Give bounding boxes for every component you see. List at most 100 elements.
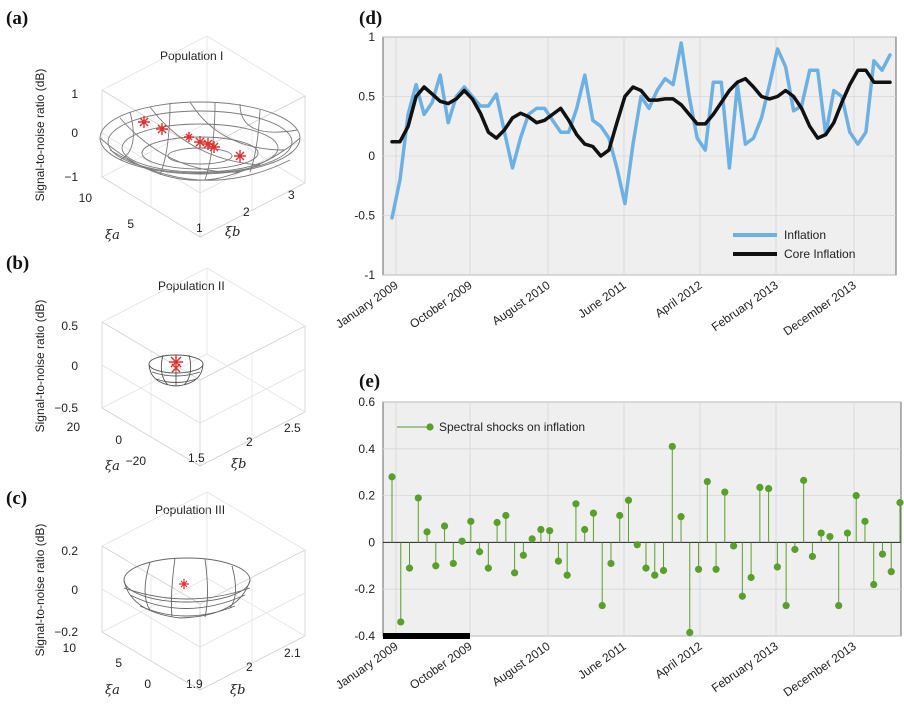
panel-b-mesh [148, 354, 204, 387]
shock-marker [782, 601, 790, 610]
panel-c-zlabel: Signal-to-noise ratio (dB) [33, 524, 47, 657]
shock-marker [642, 564, 650, 572]
shock-marker [729, 542, 738, 550]
panel-b-ytick: 1.5 [188, 451, 205, 465]
panel-c-ztick: 0 [71, 583, 78, 597]
shock-marker [511, 569, 519, 577]
legend-label-inflation: Inflation [784, 228, 826, 242]
panel-b-points [169, 355, 183, 373]
panel-e-legend: Spectral shocks on inflation [397, 420, 585, 434]
shock-marker [747, 573, 755, 582]
panel-e-plot-area [382, 401, 902, 637]
panel-d-xticks: January 2009 October 2009 August 2010 June … [333, 278, 859, 339]
shock-marker [607, 559, 615, 568]
panel-c-xlabel: ξa [105, 683, 120, 698]
panel-a-xlabel: ξa [105, 228, 120, 243]
panel-e-ytick-label: -0.2 [354, 582, 375, 596]
panel-a-ytick: 2 [243, 205, 250, 219]
panel-d-xtick-label: December 2013 [781, 278, 859, 339]
shock-marker [598, 601, 606, 610]
panel-c-3d-box [101, 491, 306, 691]
panel-d-letter: (d) [359, 8, 382, 29]
panel-e-xtick-label: December 2013 [781, 639, 859, 700]
panel-d-xtick-label: February 2013 [709, 278, 781, 334]
shock-marker [677, 513, 685, 521]
shock-marker [896, 499, 904, 507]
panel-e-xtick-label: January 2009 [333, 639, 401, 692]
panel-e-xtick-label: February 2013 [709, 639, 781, 695]
panel-a-title: Population I [160, 49, 223, 63]
panel-e-xtick-label: August 2010 [489, 639, 552, 689]
panel-b-ytick: 2.5 [284, 421, 301, 435]
panel-e-ytick-label: 0 [368, 535, 375, 549]
panel-a: (a) Population I [6, 8, 306, 243]
panel-a-ytick: 1 [196, 221, 203, 235]
panel-a-xtick: 10 [79, 191, 93, 205]
shock-marker [563, 571, 571, 579]
panel-a-xtick: 5 [127, 217, 134, 231]
shock-marker [826, 532, 834, 541]
panel-b-ztick: 0.5 [61, 319, 78, 333]
panel-a-3d-box [101, 35, 306, 238]
shock-marker [861, 517, 869, 525]
shock-marker [397, 618, 405, 626]
panel-e-xtick-label: October 2009 [407, 639, 475, 692]
panel-e-xticks: January 2009 October 2009 August 2010 June … [333, 639, 859, 700]
shock-marker [502, 511, 510, 520]
panel-c-xtick: 5 [115, 656, 122, 670]
shock-marker [756, 483, 764, 492]
shock-marker [414, 494, 422, 502]
panel-d-xtick-label: April 2012 [652, 278, 705, 321]
panel-d-ytick-label: 0.5 [358, 90, 375, 104]
panel-a-zlabel: Signal-to-noise ratio (dB) [33, 69, 47, 202]
shock-marker [765, 484, 773, 493]
shock-marker [852, 492, 860, 500]
panel-b: (b) Population II 0.5 [6, 253, 306, 474]
shock-marker [440, 522, 449, 530]
shock-marker [712, 565, 720, 573]
shock-marker [467, 517, 475, 525]
panel-b-letter: (b) [6, 253, 29, 274]
panel-d-ytick-label: 1 [368, 30, 375, 44]
shock-marker [843, 529, 852, 537]
panel-e-letter: (e) [359, 371, 380, 392]
panel-d-yticks: 1 0.5 0 -0.5 -1 [354, 30, 375, 282]
legend-label-shocks: Spectral shocks on inflation [439, 420, 585, 434]
panel-b-xlabel: ξa [105, 459, 120, 474]
panel-b-ytick: 2 [246, 435, 253, 449]
legend-marker-shocks [426, 423, 434, 431]
panel-b-xtick: −20 [126, 454, 147, 468]
shock-marker [694, 565, 703, 573]
shock-marker [475, 548, 484, 556]
panel-b-ztick: 0 [71, 359, 78, 373]
panel-c-ztick: 0.2 [61, 544, 78, 558]
panel-b-ylabel: ξb [231, 457, 246, 472]
panel-d-xtick-label: June 2011 [575, 278, 628, 321]
shock-marker [835, 601, 843, 610]
shock-marker [878, 550, 887, 558]
shock-marker [808, 552, 817, 561]
panel-c-mesh [123, 557, 251, 619]
shock-marker [651, 571, 659, 579]
shock-marker [458, 537, 466, 545]
panel-d-series [390, 41, 892, 220]
shock-marker [554, 557, 563, 565]
legend-label-core-inflation: Core Inflation [784, 247, 855, 261]
panel-d-xtick-label: January 2009 [333, 278, 401, 331]
panel-b-xtick: 20 [67, 420, 81, 434]
panel-b-3d-box [101, 267, 306, 467]
shock-marker [721, 488, 729, 496]
panel-a-ylabel: ξb [225, 225, 240, 240]
shock-marker [528, 535, 536, 543]
shock-marker [432, 562, 440, 570]
shock-marker [870, 580, 878, 589]
panel-a-ztick: −1 [64, 170, 78, 184]
panel-b-xtick: 0 [115, 433, 122, 447]
panel-c-letter: (c) [6, 488, 27, 509]
panel-e-xtick-label: April 2012 [652, 639, 705, 682]
panel-b-title: Population II [158, 279, 225, 293]
shock-marker [537, 525, 545, 534]
shock-marker [703, 477, 711, 486]
shock-marker [581, 525, 589, 534]
panel-d-ytick-label: -0.5 [354, 209, 375, 223]
